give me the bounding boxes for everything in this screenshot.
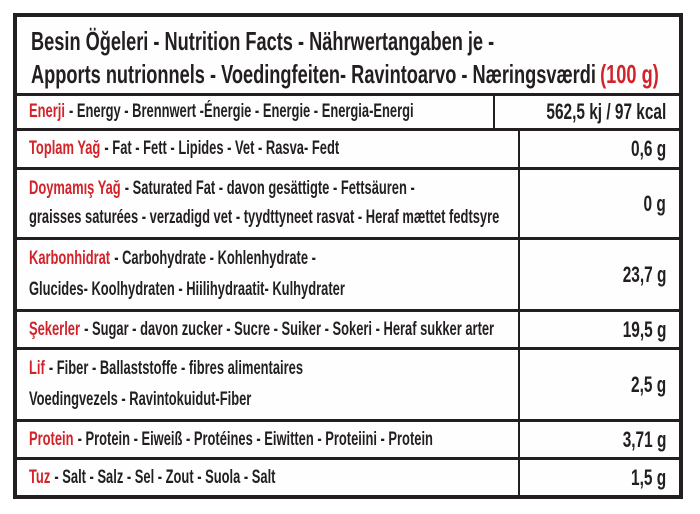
nutrient-name: Toplam Yağ <box>29 138 101 159</box>
saturated-fat-value: 0 g <box>643 190 666 216</box>
header-title-line2-text: Apports nutrionnels - Voedingfeiten- Rav… <box>31 58 596 89</box>
nutrient-translations-line2: Voedingvezels - Ravintokuidut-Fiber <box>29 388 252 410</box>
table-row-fat: Toplam Yağ - Fat - Fett - Lipides - Vet -… <box>17 128 679 167</box>
nutrient-translations-line2: graisses saturées - verzadigd vet - tyyd… <box>29 207 500 229</box>
nutrient-translations: - Saturated Fat - davon gesättigte - Fet… <box>124 177 415 199</box>
protein-value: 3,71 g <box>622 426 666 452</box>
table-header: Besin Öğeleri - Nutrition Facts - Nährwe… <box>17 17 679 93</box>
header-title-line1: Besin Öğeleri - Nutrition Facts - Nährwe… <box>31 25 673 58</box>
header-title-line2: Apports nutrionnels - Voedingfeiten- Rav… <box>31 58 673 91</box>
nutrient-translations: - Salt - Salz - Sel - Zout - Suola - Sal… <box>54 466 276 488</box>
sugar-value: 19,5 g <box>622 316 666 342</box>
table-row-carbohydrate: Karbonhidrat - Carbohydrate - Kohlenhydra… <box>17 237 679 309</box>
saturated-fat-value-cell: 0 g <box>518 170 679 237</box>
nutrient-name: Şekerler <box>29 318 81 340</box>
nutrient-translations: - Carbohydrate - Kohlenhydrate - <box>114 248 316 270</box>
nutrient-name: Protein <box>29 428 74 450</box>
fiber-value: 2,5 g <box>630 371 666 397</box>
carbohydrate-label-cell: Karbonhidrat - Carbohydrate - Kohlenhydra… <box>17 240 518 309</box>
protein-value-cell: 3,71 g <box>518 422 679 457</box>
fiber-label-cell: Lif - Fiber - Ballaststoffe - fibres alim… <box>17 350 518 419</box>
nutrition-facts-table: Besin Öğeleri - Nutrition Facts - Nährwe… <box>13 13 683 499</box>
fat-label-cell: Toplam Yağ - Fat - Fett - Lipides - Vet -… <box>17 131 518 167</box>
salt-value: 1,5 g <box>630 464 666 490</box>
sugar-label-cell: Şekerler - Sugar - davon zucker - Sucre -… <box>17 312 518 347</box>
nutrient-name: Doymamış Yağ <box>29 177 121 199</box>
saturated-fat-label-cell: Doymamış Yağ - Saturated Fat - davon gesä… <box>17 170 518 237</box>
energy-value: 562,5 kj / 97 kcal <box>546 99 666 124</box>
table-row-protein: Protein - Protein - Eiweiß - Protéines - … <box>17 419 679 457</box>
serving-size-amount: (100 g) <box>600 58 659 89</box>
nutrient-name: Lif <box>29 358 45 380</box>
nutrient-translations: - Sugar - davon zucker - Sucre - Suiker … <box>84 318 495 340</box>
fat-value-cell: 0,6 g <box>518 131 679 167</box>
sugar-value-cell: 19,5 g <box>518 312 679 347</box>
energy-value-cell: 562,5 kj / 97 kcal <box>492 96 679 128</box>
nutrient-translations-line2: Glucides- Koolhydraten - Hiilihydraatit-… <box>29 278 345 300</box>
carbohydrate-value-cell: 23,7 g <box>518 240 679 309</box>
nutrient-name: Karbonhidrat <box>29 248 111 270</box>
table-row-saturated-fat: Doymamış Yağ - Saturated Fat - davon gesä… <box>17 167 679 237</box>
table-row-energy: Enerji - Energy - Brennwert -Énergie - En… <box>17 93 679 128</box>
salt-label-cell: Tuz - Salt - Salz - Sel - Zout - Suola - … <box>17 460 518 495</box>
nutrient-name: Tuz <box>29 466 51 488</box>
fiber-value-cell: 2,5 g <box>518 350 679 419</box>
energy-label-cell: Enerji - Energy - Brennwert -Énergie - En… <box>17 96 493 128</box>
table-row-fiber: Lif - Fiber - Ballaststoffe - fibres alim… <box>17 347 679 419</box>
salt-value-cell: 1,5 g <box>518 460 679 495</box>
nutrient-translations: - Protein - Eiweiß - Protéines - Eiwitte… <box>77 428 433 450</box>
nutrient-name: Enerji <box>29 101 65 122</box>
table-row-sugar: Şekerler - Sugar - davon zucker - Sucre -… <box>17 309 679 347</box>
nutrient-translations: - Energy - Brennwert -Énergie - Energie … <box>68 101 414 122</box>
table-row-salt: Tuz - Salt - Salz - Sel - Zout - Suola - … <box>17 457 679 495</box>
protein-label-cell: Protein - Protein - Eiweiß - Protéines - … <box>17 422 518 457</box>
nutrient-translations: - Fat - Fett - Lipides - Vet - Rasva- Fe… <box>104 138 340 159</box>
header-title-line1-text: Besin Öğeleri - Nutrition Facts - Nährwe… <box>31 25 495 56</box>
fat-value: 0,6 g <box>630 136 666 161</box>
nutrient-translations: - Fiber - Ballaststoffe - fibres aliment… <box>48 358 304 380</box>
carbohydrate-value: 23,7 g <box>622 261 666 287</box>
